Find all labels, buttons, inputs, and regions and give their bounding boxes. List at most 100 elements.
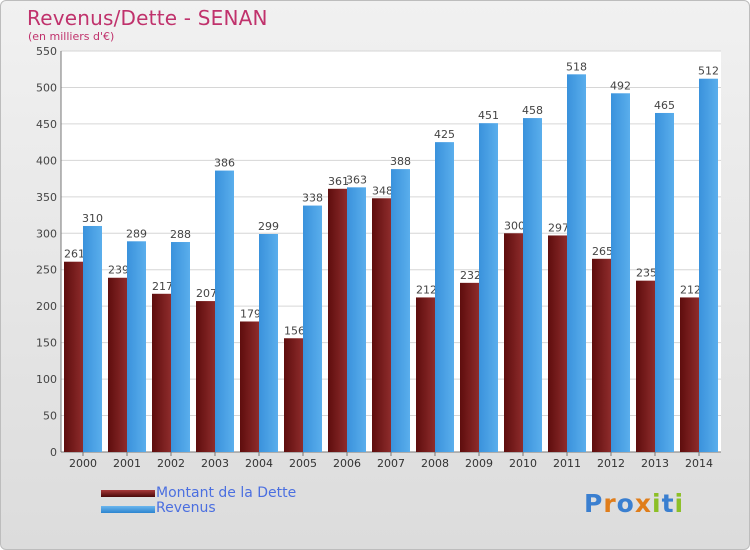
- y-tick-label: 450: [36, 118, 57, 131]
- bar-revenue: [435, 142, 454, 453]
- bar-revenue: [699, 78, 718, 453]
- data-label-debt: 297: [548, 221, 569, 234]
- logo-letter: t: [661, 489, 675, 518]
- bar-revenue: [479, 123, 498, 453]
- data-label-debt: 232: [460, 269, 481, 282]
- y-tick-label: 200: [36, 300, 57, 313]
- data-label-revenue: 310: [82, 212, 103, 225]
- x-tick-label: 2002: [157, 457, 185, 470]
- data-label-revenue: 288: [170, 228, 191, 241]
- bar-debt: [328, 188, 347, 452]
- data-label-debt: 212: [680, 283, 701, 296]
- logo-letter: P: [584, 489, 604, 518]
- logo-letter: x: [634, 489, 652, 518]
- data-label-revenue: 518: [566, 60, 587, 73]
- bar-debt: [284, 338, 303, 452]
- x-tick-label: 2012: [597, 457, 625, 470]
- data-label-debt: 348: [372, 184, 393, 197]
- bar-revenue: [347, 187, 366, 452]
- x-tick-label: 2005: [289, 457, 317, 470]
- legend-swatch-revenue: [101, 506, 155, 513]
- bar-debt: [592, 258, 611, 452]
- chart-subtitle: (en milliers d'€): [28, 30, 115, 43]
- proxiti-logo: Proxiti: [584, 489, 684, 518]
- bar-debt: [240, 321, 259, 452]
- x-tick-label: 2011: [553, 457, 581, 470]
- data-label-debt: 212: [416, 283, 437, 296]
- bar-debt: [372, 198, 391, 452]
- logo-letter: r: [603, 489, 617, 518]
- bar-debt: [636, 280, 655, 452]
- data-label-revenue: 386: [214, 157, 235, 170]
- data-label-debt: 361: [328, 175, 349, 188]
- logo-letter: o: [616, 489, 635, 518]
- y-tick-label: 500: [36, 81, 57, 94]
- bar-revenue: [83, 225, 102, 452]
- bar-debt: [108, 277, 127, 452]
- data-label-debt: 217: [152, 280, 173, 293]
- bar-revenue: [215, 170, 234, 452]
- x-tick-label: 2010: [509, 457, 537, 470]
- bar-revenue: [127, 241, 146, 452]
- x-tick-label: 2000: [69, 457, 97, 470]
- bar-debt: [548, 235, 567, 452]
- data-label-debt: 261: [64, 248, 85, 261]
- bar-revenue: [567, 74, 586, 453]
- legend-label-revenue: Revenus: [156, 500, 216, 516]
- bar-debt: [680, 297, 699, 452]
- bar-debt: [416, 297, 435, 452]
- y-tick-label: 550: [36, 45, 57, 58]
- bar-debt: [196, 301, 215, 452]
- data-label-revenue: 363: [346, 173, 367, 186]
- y-tick-label: 250: [36, 264, 57, 277]
- bar-revenue: [523, 118, 542, 453]
- bar-revenue: [171, 242, 190, 452]
- legend-swatch-debt: [101, 490, 155, 497]
- data-label-debt: 300: [504, 219, 525, 232]
- x-tick-label: 2007: [377, 457, 405, 470]
- data-label-revenue: 512: [698, 65, 719, 78]
- bar-debt: [504, 233, 523, 452]
- data-label-debt: 239: [108, 264, 129, 277]
- bar-revenue: [259, 234, 278, 452]
- x-tick-label: 2014: [685, 457, 713, 470]
- data-label-debt: 235: [636, 267, 657, 280]
- data-label-revenue: 338: [302, 192, 323, 205]
- data-label-debt: 265: [592, 245, 613, 258]
- data-label-revenue: 388: [390, 155, 411, 168]
- data-label-debt: 179: [240, 307, 261, 320]
- bar-revenue: [655, 112, 674, 453]
- bar-debt: [152, 293, 171, 452]
- y-tick-label: 400: [36, 154, 57, 167]
- x-tick-label: 2013: [641, 457, 669, 470]
- y-tick-label: 150: [36, 337, 57, 350]
- data-label-debt: 156: [284, 324, 305, 337]
- legend-label-debt: Montant de la Dette: [156, 485, 297, 501]
- data-label-revenue: 465: [654, 99, 675, 112]
- data-label-revenue: 425: [434, 128, 455, 141]
- logo-letter: i: [652, 489, 662, 518]
- x-tick-label: 2003: [201, 457, 229, 470]
- x-tick-label: 2008: [421, 457, 449, 470]
- x-tick-label: 2001: [113, 457, 141, 470]
- bar-revenue: [611, 93, 630, 453]
- data-label-revenue: 458: [522, 104, 543, 117]
- y-tick-label: 300: [36, 227, 57, 240]
- data-label-revenue: 299: [258, 220, 279, 233]
- data-label-revenue: 492: [610, 79, 631, 92]
- data-label-revenue: 289: [126, 227, 147, 240]
- data-label-revenue: 451: [478, 109, 499, 122]
- y-tick-label: 0: [50, 446, 57, 459]
- y-tick-label: 100: [36, 373, 57, 386]
- bar-debt: [64, 261, 83, 452]
- logo-letter: i: [674, 489, 685, 518]
- y-tick-label: 350: [36, 191, 57, 204]
- chart-title: Revenus/Dette - SENAN: [27, 6, 268, 30]
- x-tick-label: 2004: [245, 457, 273, 470]
- data-label-debt: 207: [196, 287, 217, 300]
- x-tick-label: 2009: [465, 457, 493, 470]
- bar-revenue: [391, 169, 410, 452]
- bar-debt: [460, 282, 479, 452]
